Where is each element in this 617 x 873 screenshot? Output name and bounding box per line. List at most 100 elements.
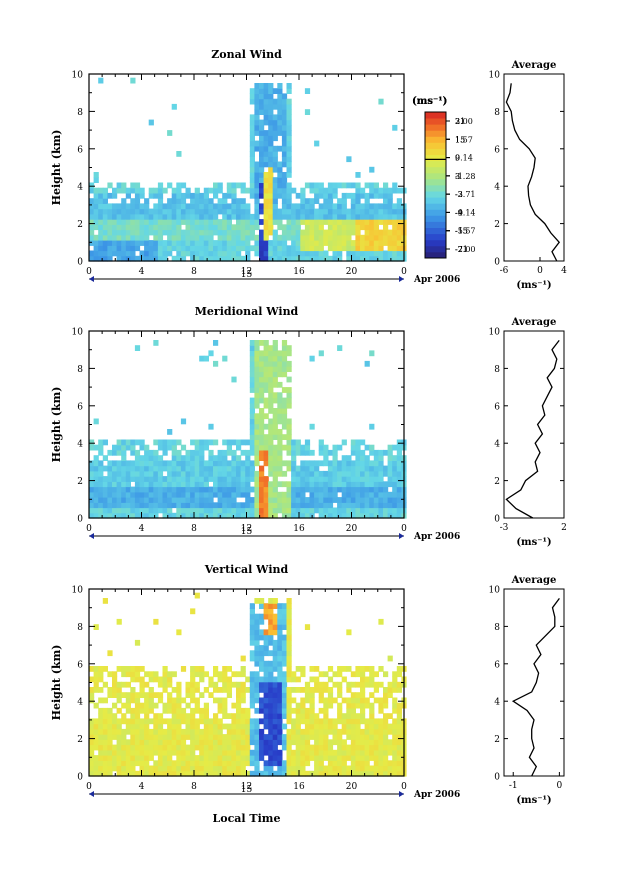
y-tick-label: 8 — [77, 365, 83, 375]
heatmap-cell — [176, 755, 182, 761]
heatmap-cell — [323, 734, 329, 740]
heatmap-cell — [281, 744, 288, 751]
heatmap-cell — [130, 439, 136, 446]
heatmap-cell — [314, 739, 320, 746]
heatmap-cell — [102, 481, 108, 488]
heatmap-cell — [107, 671, 113, 678]
heatmap-cell — [304, 728, 311, 735]
heatmap-cell — [121, 755, 127, 761]
heatmap-cell — [360, 481, 366, 488]
heatmap-cell — [268, 728, 274, 735]
heatmap-cell — [281, 618, 288, 625]
heatmap-cell — [318, 491, 324, 498]
heatmap-cell — [341, 213, 347, 220]
heatmap-cell — [203, 355, 209, 362]
heatmap-cell — [396, 713, 402, 719]
heatmap-cell — [281, 507, 288, 514]
heatmap-cell — [249, 360, 255, 367]
heatmap-cell — [125, 250, 131, 257]
heatmap-cell — [387, 681, 393, 688]
heatmap-cell — [318, 486, 324, 493]
heatmap-cell — [226, 481, 232, 488]
heatmap-cell — [360, 728, 366, 735]
heatmap-cell — [116, 692, 122, 698]
heatmap-cell — [332, 465, 338, 472]
heatmap-cell — [259, 770, 265, 777]
heatmap-cell — [139, 676, 145, 683]
heatmap-cell — [323, 697, 329, 704]
heatmap-cell — [295, 765, 301, 772]
heatmap-cell — [327, 512, 334, 519]
heatmap-cell — [203, 240, 209, 246]
heatmap-cell — [364, 245, 370, 252]
heatmap-cell — [392, 497, 398, 503]
heatmap-cell — [153, 439, 159, 446]
heatmap-cell — [112, 219, 118, 225]
heatmap-cell — [222, 229, 228, 236]
heatmap-cell — [236, 245, 242, 252]
colorbar-swatch — [425, 245, 446, 253]
heatmap-cell — [369, 755, 375, 761]
heatmap-cell — [323, 718, 329, 725]
heatmap-cell — [387, 245, 393, 252]
heatmap-cell — [259, 618, 265, 625]
heatmap-cell — [102, 224, 108, 231]
heatmap-cell — [383, 497, 389, 503]
heatmap-cell — [309, 476, 315, 482]
heatmap-cell — [291, 213, 297, 220]
heatmap-cell — [369, 166, 375, 173]
heatmap-cell — [226, 681, 232, 688]
heatmap-cell — [268, 687, 274, 693]
heatmap-cell — [323, 739, 329, 746]
heatmap-cell — [194, 219, 200, 225]
heatmap-cell — [89, 198, 95, 204]
heatmap-cell — [355, 234, 361, 241]
heatmap-cell — [286, 465, 292, 472]
heatmap-cell — [254, 697, 260, 704]
heatmap-cell — [222, 739, 228, 746]
heatmap-cell — [295, 439, 301, 446]
heatmap-cell — [199, 728, 205, 735]
heatmap-cell — [222, 439, 228, 446]
heatmap-cell — [337, 713, 343, 719]
heatmap-cell — [263, 770, 269, 777]
heatmap-cell — [263, 707, 269, 714]
heatmap-cell — [254, 387, 260, 393]
heatmap-cell — [337, 444, 343, 451]
heatmap-cell — [107, 182, 113, 189]
heatmap-cell — [254, 444, 260, 451]
heatmap-cell — [222, 687, 228, 693]
heatmap-cell — [259, 629, 265, 636]
heatmap-cell — [392, 187, 398, 194]
heatmap-cell — [98, 770, 104, 777]
heatmap-cell — [295, 713, 301, 719]
heatmap-cell — [180, 755, 187, 761]
heatmap-cell — [157, 718, 164, 725]
heatmap-cell — [286, 83, 292, 89]
heatmap-cell — [281, 340, 288, 346]
colorbar-swatch — [425, 124, 446, 131]
heatmap-cell — [180, 507, 187, 514]
heatmap-cell — [144, 203, 150, 210]
heatmap-cell — [231, 208, 237, 215]
heatmap-cell — [314, 140, 320, 147]
heatmap-cell — [304, 109, 311, 115]
heatmap-cell — [272, 491, 278, 498]
heatmap-cell — [116, 460, 122, 467]
heatmap-cell — [194, 744, 200, 751]
heatmap-cell — [383, 224, 389, 231]
heatmap-cell — [346, 755, 352, 761]
heatmap-cell — [332, 681, 338, 688]
heatmap-cell — [387, 234, 393, 241]
heatmap-cell — [194, 707, 200, 714]
heatmap-cell — [323, 713, 329, 719]
heatmap-cell — [125, 240, 131, 246]
heatmap-cell — [213, 224, 219, 231]
heatmap-cell — [134, 692, 141, 698]
heatmap-cell — [286, 639, 292, 646]
heatmap-cell — [125, 739, 131, 746]
heatmap-cell — [116, 224, 122, 231]
heatmap-cell — [194, 486, 200, 493]
y-tick-label: 8 — [77, 108, 83, 118]
heatmap-cell — [314, 760, 320, 767]
